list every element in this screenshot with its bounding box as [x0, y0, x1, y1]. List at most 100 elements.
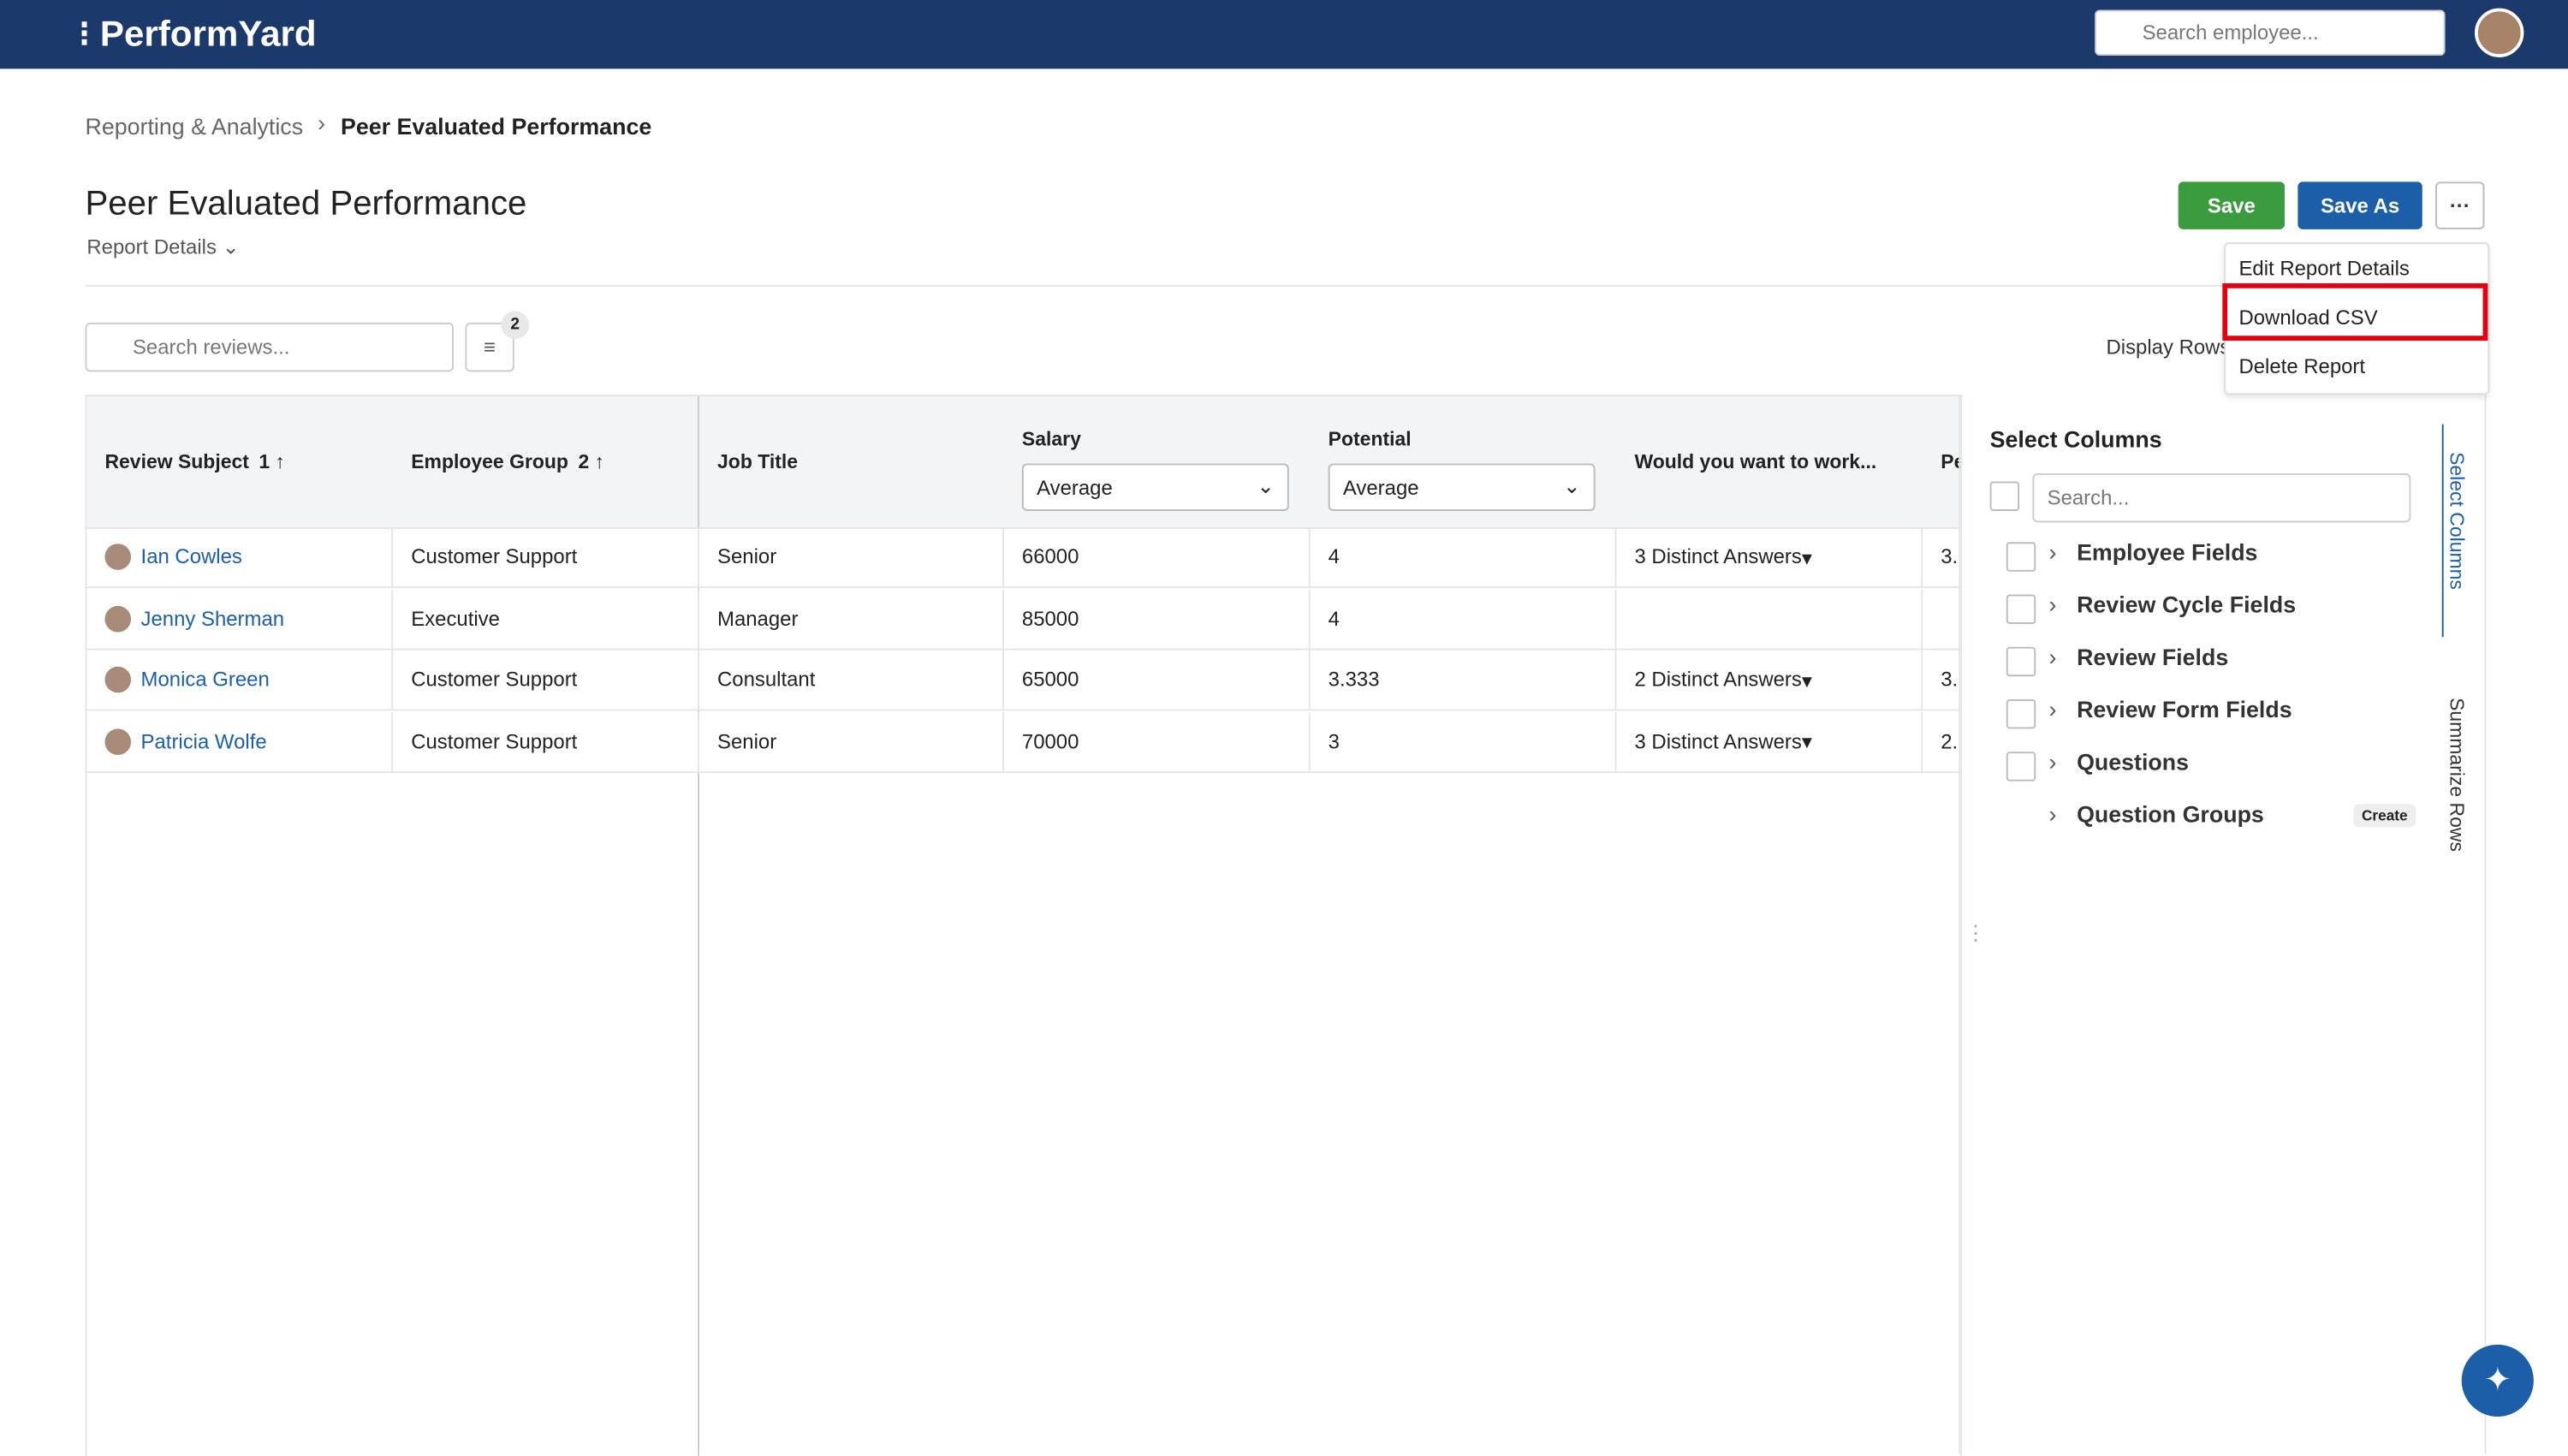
filter-button[interactable]: ≡	[465, 322, 514, 372]
logo[interactable]: ⁝ PerformYard	[78, 13, 317, 55]
menu-item[interactable]: Edit Report Details	[2238, 257, 2410, 281]
panel-title: Select Columns	[1989, 425, 2162, 453]
employee-search[interactable]: Search employee...	[2095, 9, 2446, 56]
field-group[interactable]: Question Groups	[2077, 800, 2264, 828]
table-cell: 2 Distinct Answers ▾	[1616, 650, 1923, 711]
cell-text: 66000	[1021, 545, 1079, 568]
tab[interactable]: Summarize Rows	[2445, 698, 2469, 852]
cell-text: Senior	[717, 729, 777, 753]
table-cell: Consultant	[698, 650, 1004, 711]
column-header[interactable]: Potential	[1329, 427, 1412, 450]
field-group[interactable]: Review Fields	[2077, 643, 2229, 670]
filter-badge: 2	[501, 311, 529, 340]
select-caret: ⌄	[1563, 474, 1581, 498]
table-cell: 66000	[1003, 527, 1311, 588]
expand-arrow[interactable]: ›	[2048, 800, 2057, 828]
pinned-divider	[698, 396, 699, 1456]
table-cell: Customer Support	[393, 711, 699, 773]
table-cell: Senior	[698, 527, 1004, 588]
menu-item[interactable]: Download CSV	[2238, 306, 2378, 330]
table-cell: 4	[1310, 588, 1617, 650]
display-rows[interactable]: Display Rows	[2106, 336, 2231, 360]
breadcrumb-current: Peer Evaluated Performance	[340, 113, 652, 140]
select-all[interactable]	[1989, 481, 2020, 511]
group-checkbox[interactable]	[2006, 698, 2036, 729]
group-checkbox[interactable]	[2006, 594, 2036, 624]
save-as-button[interactable]: Save As	[2298, 181, 2422, 229]
table-cell: 65000	[1003, 650, 1311, 711]
review-search[interactable]: Search reviews...	[85, 322, 454, 372]
cell-text: 2 Distinct Answers	[1634, 668, 1802, 692]
save-button[interactable]: Save	[2178, 181, 2286, 229]
column-header[interactable]: Review Subject 1 ↑	[104, 450, 286, 473]
select-value: Average	[1342, 476, 1419, 500]
label: Report Details	[86, 235, 217, 259]
group-checkbox[interactable]	[2006, 542, 2036, 572]
panel-search[interactable]: Search...	[2032, 472, 2411, 523]
table-cell: Senior	[698, 711, 1004, 773]
cell-text: Customer Support	[411, 545, 578, 568]
group-checkbox[interactable]	[2006, 752, 2036, 781]
group-checkbox[interactable]	[2006, 646, 2036, 677]
table-cell: 70000	[1003, 711, 1311, 773]
cell-text: 85000	[1021, 606, 1079, 630]
create-button[interactable]: Create	[2353, 804, 2416, 828]
chevron: ›	[318, 110, 326, 136]
menu-item[interactable]: Delete Report	[2238, 355, 2366, 378]
column-header[interactable]: Salary	[1022, 427, 1081, 450]
table-cell: Customer Support	[393, 650, 699, 711]
avatar[interactable]	[2474, 8, 2524, 57]
resize-handle[interactable]: ⋮	[1965, 922, 1986, 945]
column-header[interactable]: Pe	[1941, 450, 1960, 473]
cell-text: 2.	[1941, 729, 1959, 753]
logo-text: PerformYard	[99, 13, 317, 55]
employee-link[interactable]: Patricia Wolfe	[140, 729, 267, 753]
actions-menu: Edit Report Details Download CSV Delete Re…	[2224, 242, 2490, 395]
breadcrumb-link[interactable]: Reporting & Analytics	[85, 113, 304, 140]
table-cell: 3.333	[1310, 650, 1617, 711]
sort-order: 2	[578, 450, 590, 473]
column-header[interactable]: Job Title	[717, 450, 798, 473]
report-details[interactable]: Report Details ⌄	[86, 235, 240, 259]
expand-arrow[interactable]: ›	[2048, 538, 2057, 566]
table-cell: Jenny Sherman	[86, 588, 394, 650]
expand-arrow[interactable]: ›	[2048, 643, 2057, 670]
divider	[85, 284, 2487, 287]
cell-text: Consultant	[717, 668, 816, 692]
select-caret: ⌄	[1257, 474, 1275, 498]
column-header[interactable]: Employee Group 2 ↑	[411, 450, 605, 473]
report-table: Review Subject 1 ↑ Employee Group 2 ↑ Job Ti…	[85, 395, 1963, 1456]
field-group[interactable]: Questions	[2077, 748, 2190, 775]
expand-arrow[interactable]: ›	[2048, 748, 2057, 775]
table-cell: 3 Distinct Answers ▾	[1616, 711, 1923, 773]
table-cell: Manager	[698, 588, 1004, 650]
cell-text: Manager	[717, 606, 799, 630]
cell-text: 70000	[1021, 729, 1079, 753]
cell-text: 3	[1328, 729, 1340, 753]
cell-text: Senior	[717, 545, 777, 568]
page-title: Peer Evaluated Performance	[85, 185, 527, 223]
field-group[interactable]: Review Form Fields	[2077, 696, 2292, 722]
expand-arrow[interactable]: ›	[2048, 591, 2057, 618]
tab[interactable]: Select Columns	[2445, 452, 2469, 590]
ai-button[interactable]: ✦	[2461, 1344, 2534, 1417]
column-header[interactable]: Would you want to work...	[1634, 450, 1876, 473]
aggregate-select[interactable]: Average ⌄	[1021, 463, 1289, 511]
field-group[interactable]: Employee Fields	[2077, 538, 2258, 566]
employee-link[interactable]: Ian Cowles	[140, 545, 242, 568]
select-value: Average	[1037, 476, 1113, 500]
avatar	[104, 544, 132, 570]
more-button[interactable]: ···	[2435, 181, 2485, 229]
cell-text: 3.	[1941, 545, 1959, 568]
tab-indicator	[2441, 424, 2444, 638]
table-cell: Patricia Wolfe	[86, 711, 394, 773]
placeholder: Search reviews...	[132, 336, 290, 360]
expand-arrow[interactable]: ›	[2048, 696, 2057, 722]
employee-link[interactable]: Jenny Sherman	[140, 606, 285, 630]
aggregate-select[interactable]: Average ⌄	[1328, 463, 1596, 511]
field-group[interactable]: Review Cycle Fields	[2077, 591, 2297, 618]
table-cell: 2.	[1923, 711, 1961, 773]
table-cell: Executive	[393, 588, 699, 650]
employee-link[interactable]: Monica Green	[140, 668, 270, 692]
